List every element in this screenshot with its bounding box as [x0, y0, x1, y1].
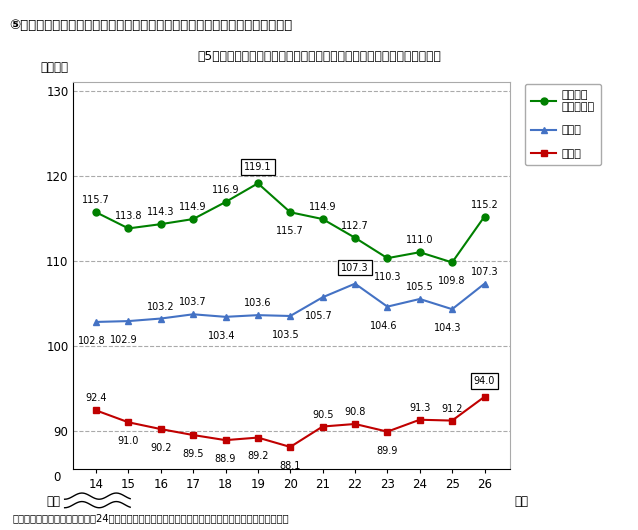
Text: 91.0: 91.0: [118, 436, 139, 446]
Text: 110.3: 110.3: [374, 272, 401, 282]
Text: 119.1: 119.1: [244, 162, 272, 172]
Text: 89.5: 89.5: [182, 449, 204, 459]
Text: 115.2: 115.2: [471, 200, 498, 209]
Text: 111.0: 111.0: [406, 235, 433, 245]
Text: 90.8: 90.8: [345, 407, 366, 417]
Text: 103.7: 103.7: [179, 297, 207, 307]
Text: 109.8: 109.8: [438, 276, 466, 286]
Text: 116.9: 116.9: [212, 185, 239, 195]
Text: 113.8: 113.8: [115, 211, 142, 222]
Text: 107.3: 107.3: [341, 262, 369, 272]
Text: 94.0: 94.0: [474, 376, 495, 386]
Text: ⑤小学校，中学校，高等学校（全日制）の在学者一人当たり学校教育費の推移: ⑤小学校，中学校，高等学校（全日制）の在学者一人当たり学校教育費の推移: [10, 19, 293, 32]
Text: 107.3: 107.3: [471, 267, 498, 277]
Text: 88.1: 88.1: [279, 461, 301, 471]
Text: 105.7: 105.7: [304, 311, 332, 321]
Text: 114.3: 114.3: [147, 207, 175, 217]
Text: 年度: 年度: [515, 496, 529, 508]
Text: 103.6: 103.6: [244, 298, 272, 308]
Text: 第5図　小学校、中学校、高等学校（全日制）一当たり学校教育費の推移: 第5図 小学校、中学校、高等学校（全日制）一当たり学校教育費の推移: [197, 50, 441, 64]
Text: 91.2: 91.2: [441, 404, 463, 413]
Text: 0: 0: [53, 471, 61, 484]
Text: 103.4: 103.4: [207, 331, 235, 341]
Text: （注）　図中の枠囲いは，昭和24会計年度からの最高値を示している。（以下の図において同じ。）: （注） 図中の枠囲いは，昭和24会計年度からの最高値を示している。（以下の図にお…: [13, 514, 290, 524]
Text: 90.5: 90.5: [312, 410, 334, 420]
Text: （万円）: （万円）: [41, 61, 69, 74]
Text: 115.7: 115.7: [276, 226, 304, 236]
Text: 90.2: 90.2: [150, 443, 172, 453]
Text: 89.2: 89.2: [247, 452, 269, 462]
Text: 105.5: 105.5: [406, 282, 434, 292]
Text: 92.4: 92.4: [85, 393, 107, 403]
Text: 102.8: 102.8: [78, 336, 106, 346]
Text: 104.3: 104.3: [434, 323, 462, 333]
Text: 103.5: 103.5: [272, 330, 300, 340]
Legend: 高等学校
（全日制）, 中学校, 小学校: 高等学校 （全日制）, 中学校, 小学校: [524, 84, 601, 165]
Text: 104.6: 104.6: [369, 321, 397, 331]
Text: 103.2: 103.2: [147, 302, 175, 312]
Text: 114.9: 114.9: [309, 202, 336, 212]
Text: 89.9: 89.9: [376, 446, 398, 455]
Text: 112.7: 112.7: [341, 221, 369, 231]
Text: 114.9: 114.9: [179, 202, 207, 212]
Text: 115.7: 115.7: [82, 196, 110, 205]
Text: 91.3: 91.3: [409, 403, 431, 413]
Text: 88.9: 88.9: [215, 454, 236, 464]
Text: 平成: 平成: [47, 496, 61, 508]
Text: 102.9: 102.9: [110, 335, 138, 345]
